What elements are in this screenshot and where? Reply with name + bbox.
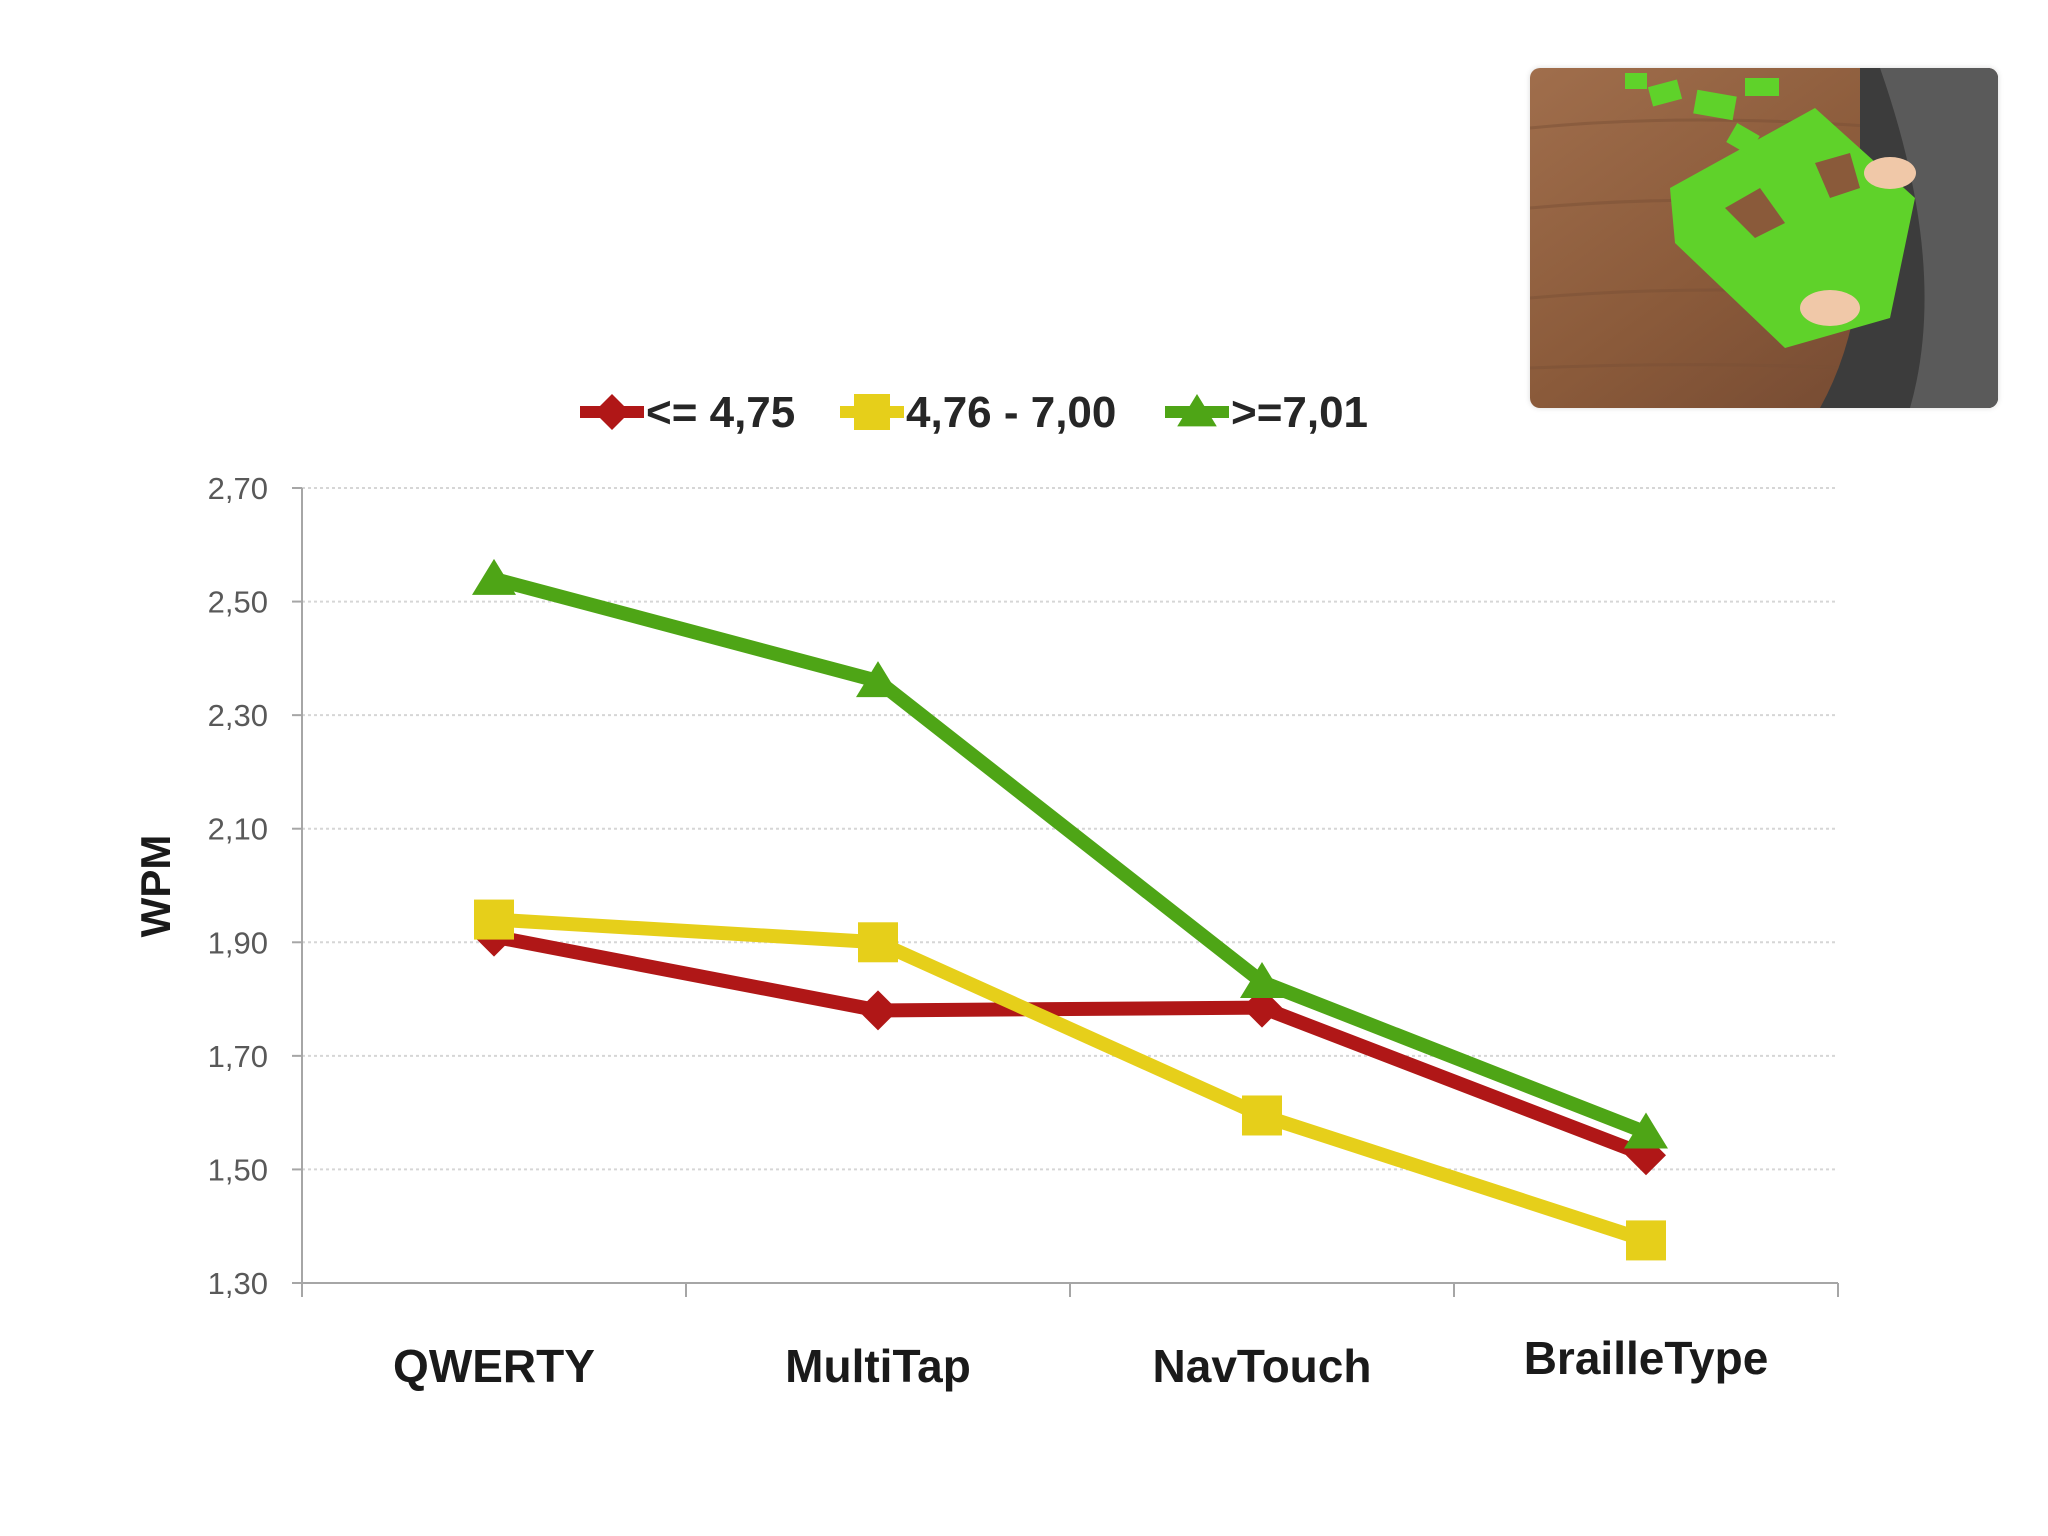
data-point [1626,1220,1666,1261]
y-tick-label: 1,70 [208,1039,268,1074]
y-tick-label: 2,70 [208,471,268,506]
y-axis-title: WPM [132,835,179,938]
series-line [492,572,1649,1140]
axes [301,488,1838,1284]
x-category-label: QWERTY [393,1340,595,1392]
legend-item: >=7,01 [1165,388,1368,437]
legend-item: <= 4,75 [580,388,795,437]
data-point [856,661,900,698]
data-point [858,922,898,963]
data-point [474,899,514,940]
legend-marker [854,394,890,430]
series-diamond [474,916,1666,1176]
legend: <= 4,75 4,76 - 7,00 >=7,01 [580,388,1368,437]
legend-item: 4,76 - 7,00 [840,388,1116,437]
x-category-label: MultiTap [785,1340,971,1392]
y-tick-label: 1,50 [208,1152,268,1187]
x-category-label: BrailleType [1524,1332,1769,1384]
legend-label: 4,76 - 7,00 [906,388,1116,437]
y-tick-label: 2,50 [208,585,268,620]
puzzle-photo [1530,68,1998,408]
y-tick-label: 1,30 [208,1266,268,1301]
data-point [1242,1095,1282,1136]
data-point [858,990,898,1031]
data-point [472,558,516,595]
legend-marker [1177,394,1217,427]
legend-label: >=7,01 [1231,388,1368,437]
data-point [1240,962,1284,999]
legend-marker [594,394,630,430]
series-line [492,929,1649,1162]
data-point [1624,1112,1668,1149]
y-tick-labels: 2,70 2,50 2,30 2,10 1,90 1,70 1,50 1,30 [208,471,302,1301]
x-tick-labels: QWERTY MultiTap NavTouch BrailleType [301,1283,1839,1392]
series-triangle [472,558,1668,1149]
y-tick-label: 2,10 [208,812,268,847]
series-line [493,912,1649,1248]
y-tick-label: 1,90 [208,925,268,960]
legend-label: <= 4,75 [646,388,795,437]
series-square [474,899,1666,1261]
series-lines [472,558,1668,1261]
x-category-label: NavTouch [1153,1340,1372,1392]
y-tick-label: 2,30 [208,698,268,733]
